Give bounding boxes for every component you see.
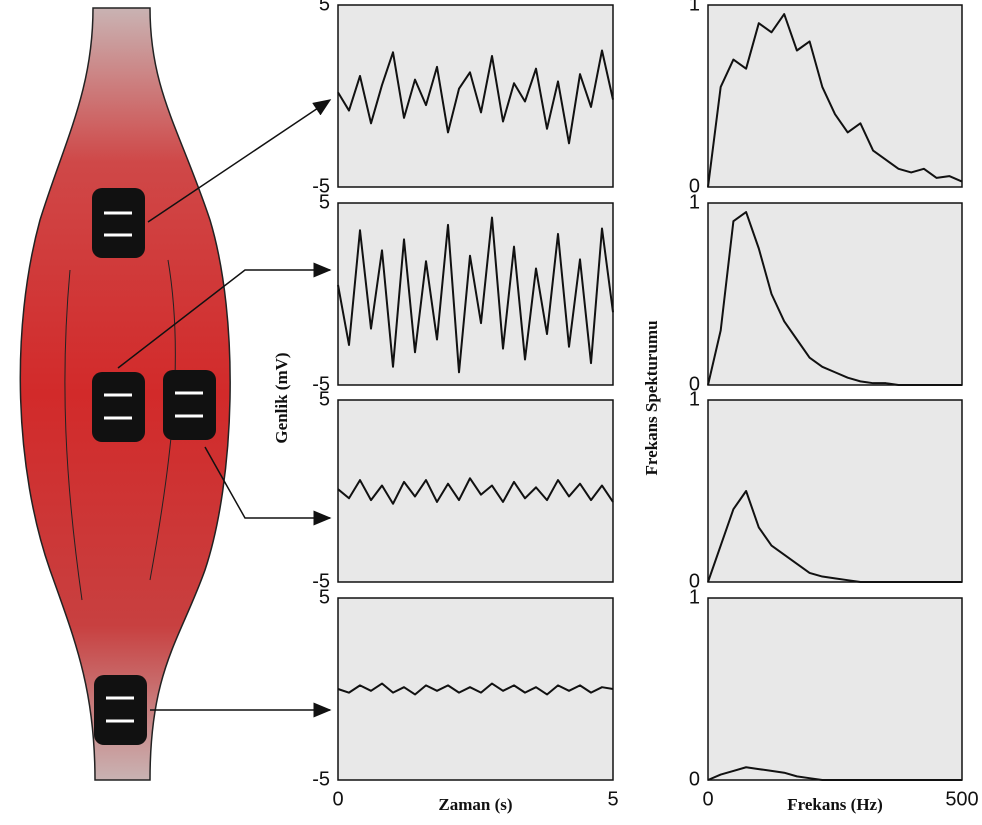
y-axis-label: Frekans Spekturumu [642,320,661,475]
y-tick-label: -5 [312,570,330,592]
x-axis-label: Frekans (Hz) [787,795,883,814]
y-tick-label: 0 [689,570,700,592]
x-tick-label: 0 [702,788,713,810]
y-tick-label: 5 [319,586,330,608]
signal-line [337,682,614,696]
signal-line [707,13,963,188]
y-tick-label: 1 [689,191,700,213]
y-tick-label: 1 [689,0,700,15]
x-axis-label: Zaman (s) [438,795,512,814]
plot-area [707,597,963,781]
y-tick-label: 0 [689,175,700,197]
y-tick-label: 5 [319,191,330,213]
y-tick-label: 0 [689,768,700,790]
y-tick-label: -5 [312,768,330,790]
y-tick-label: 5 [319,0,330,15]
y-tick-label: 0 [689,373,700,395]
plot-area [337,399,614,583]
x-tick-label: 0 [332,788,343,810]
plot-area [707,399,963,583]
y-tick-label: 1 [689,388,700,410]
muscle-diagram [19,7,332,781]
y-axis-label: Genlik (mV) [272,352,291,443]
signal-line [707,490,962,583]
y-tick-label: -5 [312,175,330,197]
plot-area [707,202,963,386]
y-tick-label: 1 [689,586,700,608]
x-tick-label: 500 [945,788,978,810]
y-tick-label: -5 [312,373,330,395]
signal-line [337,49,614,145]
signal-line [707,211,962,386]
signal-line [707,766,962,781]
x-tick-label: 5 [607,788,618,810]
signal-line [337,216,614,374]
signal-line [337,477,614,505]
plot-area [707,4,963,188]
y-tick-label: 5 [319,388,330,410]
